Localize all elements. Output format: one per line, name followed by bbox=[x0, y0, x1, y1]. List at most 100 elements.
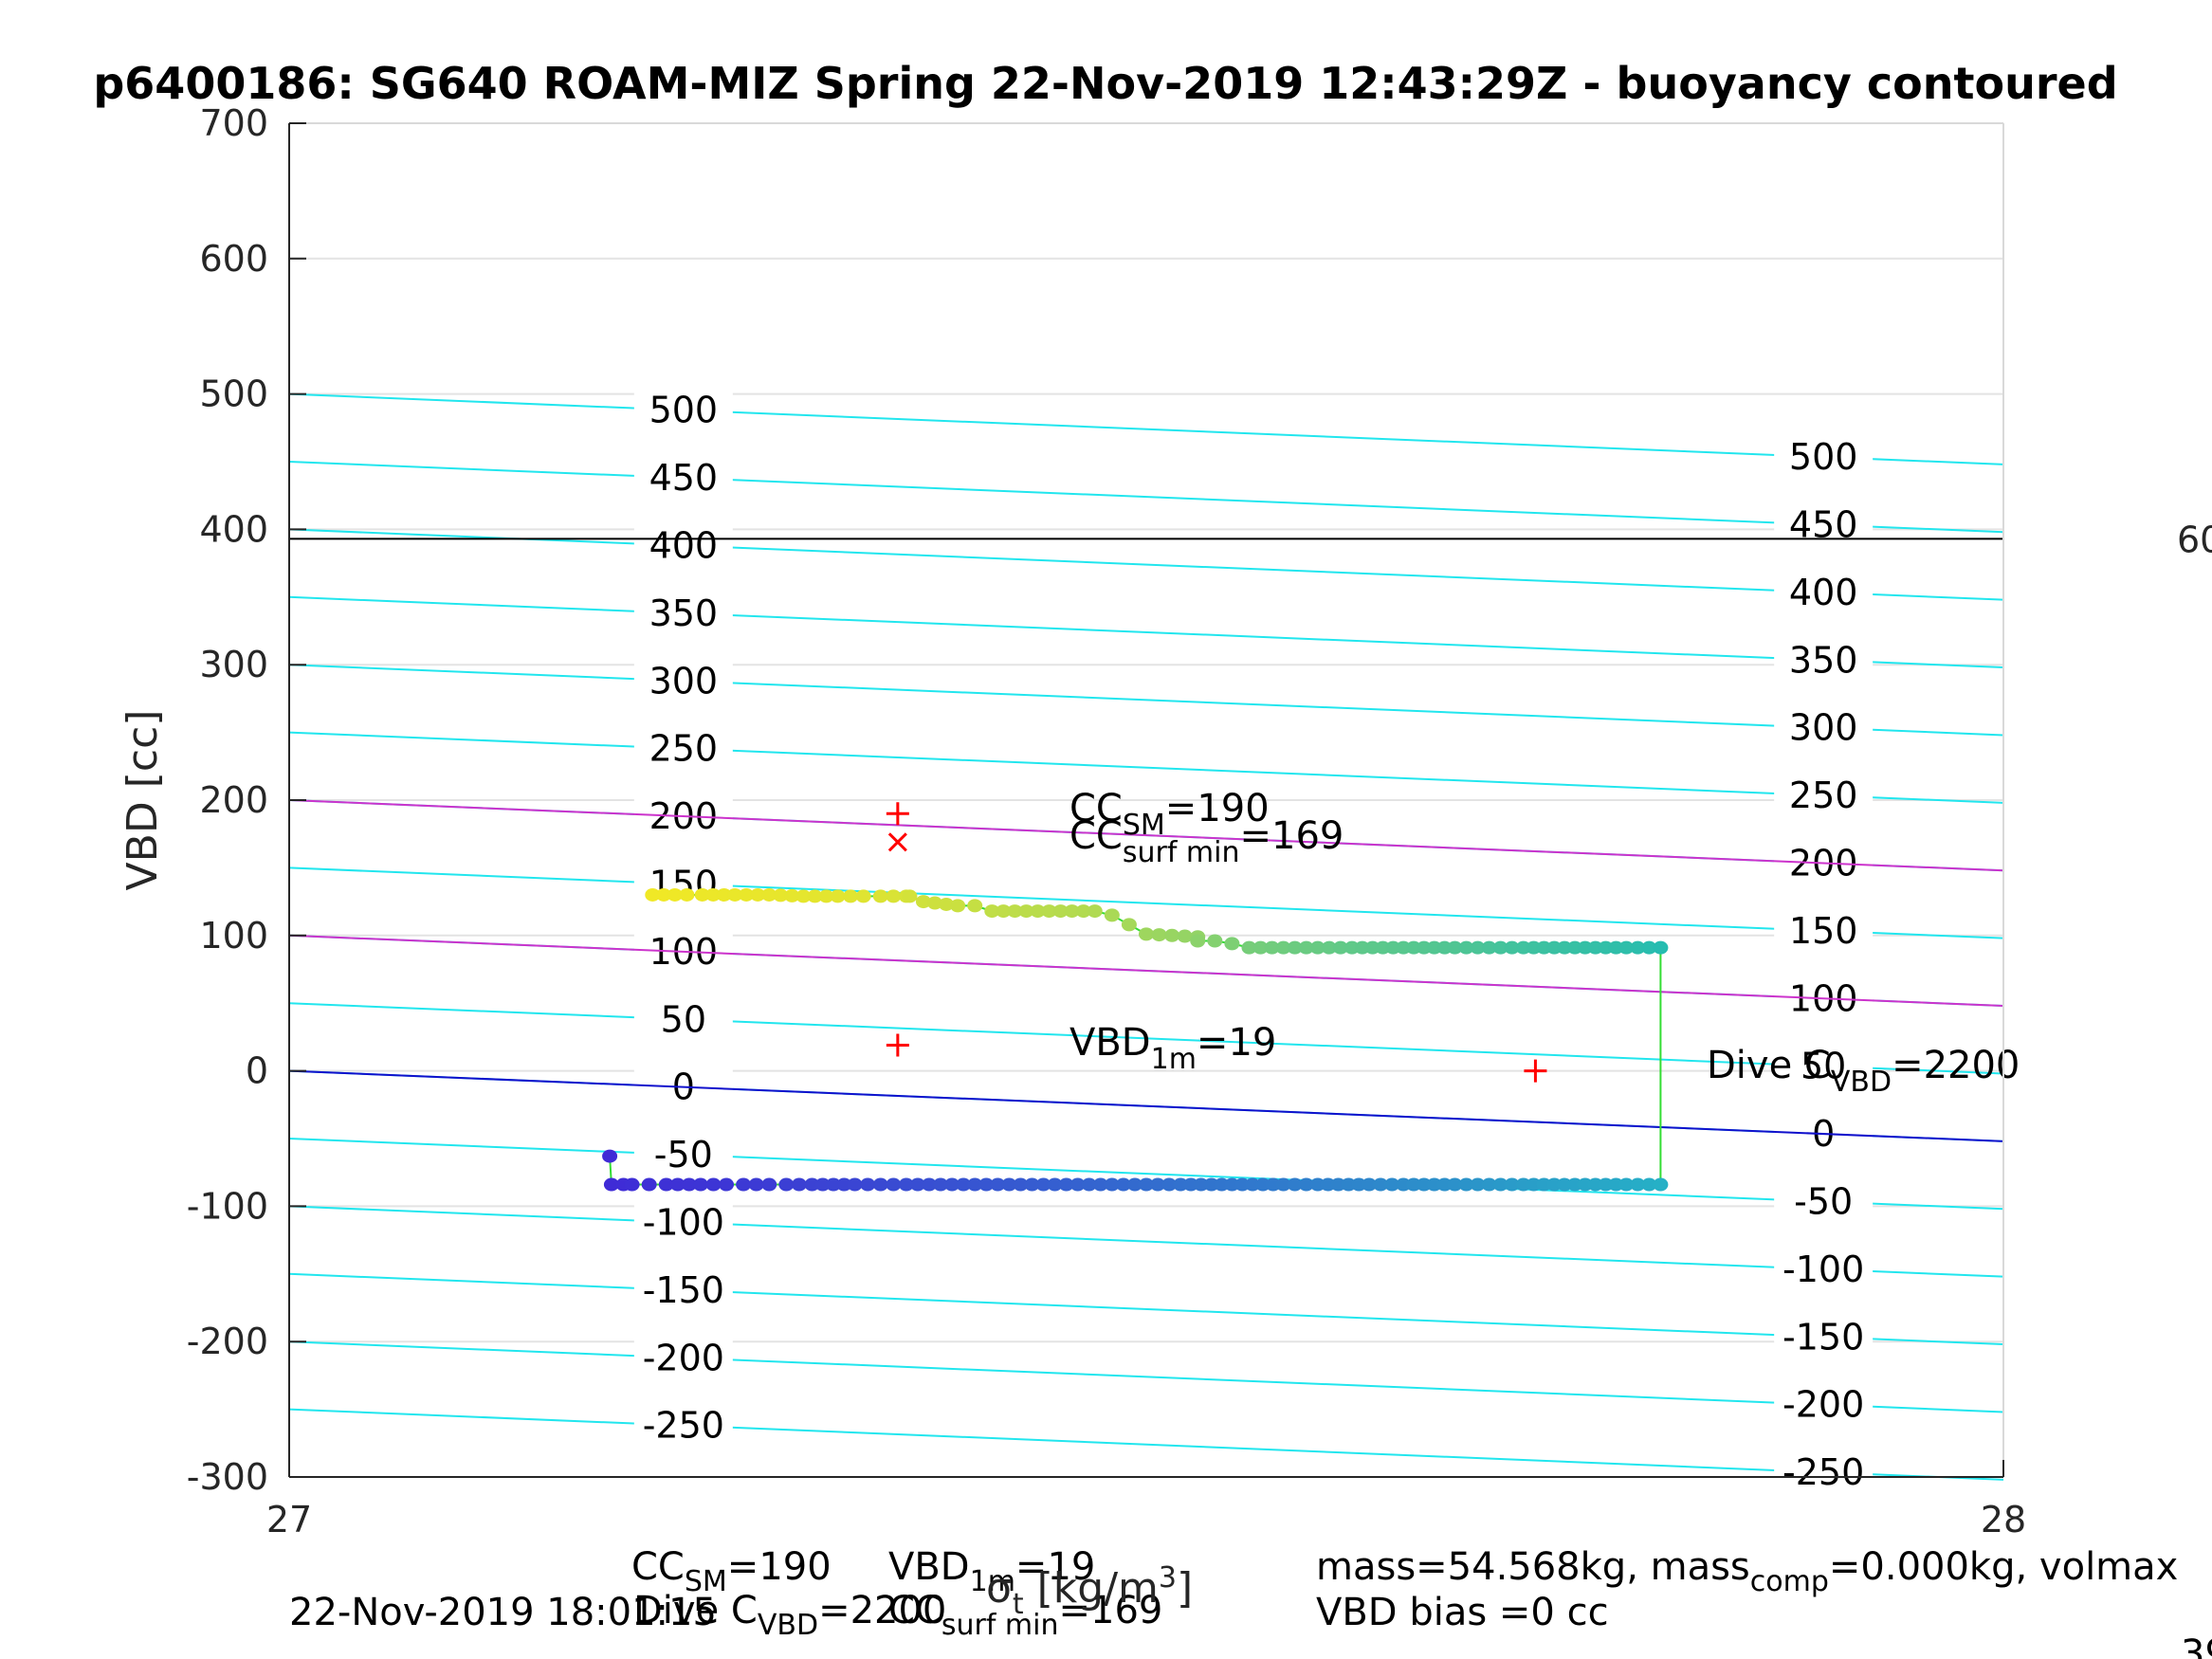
dive-point-7 bbox=[830, 889, 846, 903]
dive-point-28 bbox=[1275, 940, 1291, 955]
dive-point-0 bbox=[645, 887, 661, 902]
dive-fill-7-1 bbox=[843, 889, 859, 903]
y-tick-label-600: 600 bbox=[199, 238, 268, 280]
dive-point-4 bbox=[727, 887, 743, 902]
contour-label-bg--250-1 bbox=[1774, 1451, 1874, 1494]
contour-label-250-0: 250 bbox=[649, 728, 719, 770]
contour-label-400-1: 400 bbox=[1789, 572, 1858, 613]
y-tick-label-0: 0 bbox=[246, 1050, 268, 1092]
footer-vbd-bias: VBD bias =0 cc bbox=[1316, 1591, 1609, 1634]
y-tick-label-700: 700 bbox=[199, 102, 268, 144]
max-line-right-label: 60 bbox=[2177, 519, 2212, 560]
contour-line-250 bbox=[288, 731, 2004, 804]
dive-point-17 bbox=[1052, 904, 1069, 919]
contour-label-bg-350-0 bbox=[633, 592, 733, 634]
dive-fill-32-2 bbox=[1470, 940, 1486, 955]
x-ticks: 27 28 bbox=[266, 1460, 2026, 1540]
climb-point-21 bbox=[1139, 1177, 1154, 1192]
buoyancy-contours: 5005004504504004003503503003002502502002… bbox=[288, 389, 2004, 1494]
climb-point-18 bbox=[1035, 1177, 1051, 1192]
contour-label--100-1: -100 bbox=[1782, 1249, 1864, 1290]
climb-point-7 bbox=[719, 1177, 735, 1192]
climb-fill-10-1 bbox=[791, 1177, 807, 1192]
dive-point-1 bbox=[667, 887, 683, 902]
highlight-line-cc-surf-min bbox=[288, 934, 2004, 1008]
contour-line--50 bbox=[288, 1138, 2004, 1211]
climb-point-29 bbox=[1481, 1177, 1497, 1192]
climb-fill-17-1 bbox=[1013, 1177, 1029, 1192]
climb-fill-21-1 bbox=[1150, 1177, 1166, 1192]
dive-fill-5-1 bbox=[773, 888, 789, 902]
annotation-vbd-1m: VBD1m=19 bbox=[1069, 1021, 1276, 1076]
climb-fill-11-1 bbox=[814, 1177, 831, 1192]
y-tick-label-500: 500 bbox=[199, 374, 268, 415]
contour-label-bg--100-1 bbox=[1774, 1248, 1874, 1290]
climb-fill-16-2 bbox=[990, 1177, 1006, 1192]
contour-label-bg-350-1 bbox=[1774, 639, 1874, 682]
contour-line-350 bbox=[288, 595, 2004, 669]
dive-point-20 bbox=[1121, 918, 1137, 932]
contour-label-bg-50-0 bbox=[633, 998, 733, 1041]
x-axis-label: σt [kg/m3] bbox=[986, 1561, 1193, 1621]
dive-fill-4-1 bbox=[739, 887, 755, 902]
contour-label-500-1: 500 bbox=[1789, 436, 1858, 478]
climb-fill-21-2 bbox=[1161, 1177, 1178, 1192]
dive-fill-5-2 bbox=[784, 888, 800, 902]
x-tick-label-27: 27 bbox=[266, 1499, 312, 1540]
x-tick-label-28: 28 bbox=[1981, 1499, 2026, 1540]
dive-point-36 bbox=[1618, 940, 1635, 955]
contour-label--250-0: -250 bbox=[643, 1405, 724, 1447]
contour-label-bg--200-0 bbox=[633, 1337, 733, 1379]
climb-fill-16-1 bbox=[978, 1177, 995, 1192]
contour-line-50 bbox=[288, 1002, 2004, 1075]
climb-fill-20-1 bbox=[1115, 1177, 1131, 1192]
y-axis-label: VBD [cc] bbox=[119, 710, 167, 891]
climb-point-0 bbox=[602, 1149, 618, 1163]
climb-point-11 bbox=[804, 1177, 820, 1192]
contour-label--150-1: -150 bbox=[1782, 1316, 1864, 1358]
max-line-group: 60 bbox=[289, 519, 2212, 560]
dive-fill-28-1 bbox=[1287, 940, 1303, 955]
dive-fill-36-2 bbox=[1641, 940, 1657, 955]
annotation-cc-sm: CCSM=190 bbox=[1069, 787, 1270, 842]
dive-fill-9-1 bbox=[886, 889, 902, 903]
highlight-line-zero-buoyancy bbox=[288, 1069, 2004, 1142]
climb-point-14 bbox=[898, 1177, 914, 1192]
climb-point-4 bbox=[641, 1177, 657, 1192]
climb-point-26 bbox=[1362, 1177, 1378, 1192]
contour-label-bg-450-0 bbox=[633, 457, 733, 500]
y-tick-label-400: 400 bbox=[199, 508, 268, 550]
dive-point-14 bbox=[967, 899, 983, 913]
highlight-lines bbox=[288, 799, 2004, 1142]
footer-corner-text: 39 bbox=[2181, 1632, 2212, 1659]
dive-fill-17-1 bbox=[1064, 904, 1080, 919]
contour-line-500 bbox=[288, 392, 2004, 465]
cc-surf-min-marker bbox=[887, 832, 907, 852]
dive-point-3 bbox=[694, 887, 710, 902]
climb-fill-29-2 bbox=[1504, 1177, 1520, 1192]
y-ticks: -300 -200 -100 0 100 200 300 400 500 600 700 bbox=[187, 102, 306, 1498]
dive-point-26 bbox=[1224, 937, 1240, 951]
climb-fill-15-2 bbox=[956, 1177, 972, 1192]
dive-fill-12-2 bbox=[939, 897, 955, 911]
y-tick-label--200: -200 bbox=[187, 1321, 268, 1362]
contour-label-bg-500-1 bbox=[1774, 436, 1874, 479]
climb-point-1 bbox=[603, 1177, 619, 1192]
dive-fill-3-1 bbox=[705, 887, 722, 902]
dive-fill-27-1 bbox=[1252, 940, 1269, 955]
climb-fill-8-1 bbox=[748, 1177, 764, 1192]
highlight-line-cc-sm bbox=[288, 799, 2004, 872]
climb-fill-24-1 bbox=[1287, 1177, 1303, 1192]
contour-label-bg--200-1 bbox=[1774, 1383, 1874, 1426]
dive-c-vbd-marker bbox=[1524, 1059, 1547, 1083]
y-tick-label-300: 300 bbox=[199, 644, 268, 685]
climb-fill-26-1 bbox=[1373, 1177, 1389, 1192]
contour-label-bg--50-1 bbox=[1774, 1180, 1874, 1223]
vbd-1m-marker bbox=[886, 1033, 909, 1057]
contour-line-150 bbox=[288, 866, 2004, 939]
climb-fill-12-1 bbox=[860, 1177, 876, 1192]
contour-label--150-0: -150 bbox=[643, 1269, 724, 1311]
dive-point-25 bbox=[1207, 934, 1223, 948]
annotation-dive-c-vbd: Dive CVBD=2200 bbox=[1707, 1044, 2020, 1099]
